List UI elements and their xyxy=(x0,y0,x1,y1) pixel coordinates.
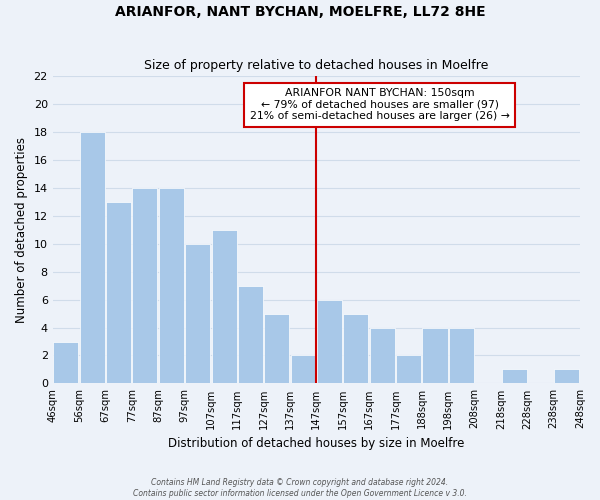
Bar xyxy=(502,370,527,384)
Bar xyxy=(343,314,368,384)
Bar xyxy=(53,342,79,384)
Bar xyxy=(238,286,263,384)
Bar xyxy=(106,202,131,384)
Bar xyxy=(370,328,395,384)
Bar xyxy=(422,328,448,384)
Text: ARIANFOR, NANT BYCHAN, MOELFRE, LL72 8HE: ARIANFOR, NANT BYCHAN, MOELFRE, LL72 8HE xyxy=(115,5,485,19)
Bar xyxy=(396,356,421,384)
X-axis label: Distribution of detached houses by size in Moelfre: Distribution of detached houses by size … xyxy=(168,437,464,450)
Bar xyxy=(159,188,184,384)
Bar xyxy=(212,230,236,384)
Title: Size of property relative to detached houses in Moelfre: Size of property relative to detached ho… xyxy=(144,59,488,72)
Bar xyxy=(133,188,157,384)
Y-axis label: Number of detached properties: Number of detached properties xyxy=(15,136,28,322)
Text: ARIANFOR NANT BYCHAN: 150sqm
← 79% of detached houses are smaller (97)
21% of se: ARIANFOR NANT BYCHAN: 150sqm ← 79% of de… xyxy=(250,88,509,122)
Bar xyxy=(185,244,210,384)
Bar xyxy=(80,132,105,384)
Bar xyxy=(290,356,316,384)
Bar xyxy=(554,370,580,384)
Text: Contains HM Land Registry data © Crown copyright and database right 2024.
Contai: Contains HM Land Registry data © Crown c… xyxy=(133,478,467,498)
Bar xyxy=(317,300,342,384)
Bar xyxy=(264,314,289,384)
Bar xyxy=(449,328,474,384)
